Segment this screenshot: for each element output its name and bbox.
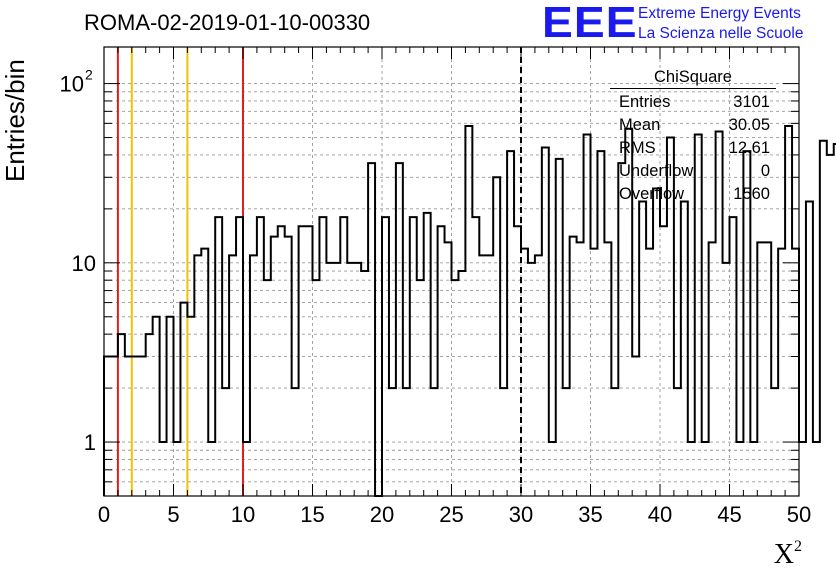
y-tick-label: 10: [60, 72, 84, 97]
x-tick-label: 45: [717, 502, 741, 527]
x-tick-label: 50: [787, 502, 811, 527]
x-tick-label: 0: [98, 502, 110, 527]
stat-row-entries: Entries 3101: [610, 89, 776, 112]
logo-line-1: Extreme Energy Events: [638, 5, 801, 22]
stat-row-overflow: Overflow 1560: [610, 181, 776, 204]
logo-mark: EEE: [542, 0, 638, 47]
logo-line-2: La Scienza nelle Scuole: [638, 25, 804, 42]
y-tick-label: 1: [84, 430, 96, 455]
y-axis-label: Entries/bin: [0, 59, 30, 182]
x-axis-label-sup: 2: [794, 538, 802, 555]
stat-value: 1560: [733, 185, 770, 203]
x-axis-label-base: X: [773, 539, 794, 570]
stat-row-underflow: Underflow 0: [610, 158, 776, 181]
histogram-series: [103, 124, 836, 497]
x-tick-label: 15: [300, 502, 324, 527]
stats-box: ChiSquare Entries 3101 Mean 30.05 RMS 12.61…: [610, 66, 776, 204]
x-tick-label: 25: [439, 502, 463, 527]
x-tick-label: 5: [167, 502, 179, 527]
stat-key: Mean: [619, 116, 661, 134]
x-tick-label: 40: [648, 502, 672, 527]
y-tick-label: 10: [72, 251, 96, 276]
stat-key: Underflow: [619, 162, 694, 180]
stats-title: ChiSquare: [610, 66, 776, 89]
stat-row-mean: Mean 30.05: [610, 112, 776, 135]
stat-key: Entries: [619, 93, 671, 111]
y-tick-label-exponent: 2: [85, 67, 93, 83]
stat-row-rms: RMS 12.61: [610, 135, 776, 158]
stat-value: 12.61: [728, 139, 770, 157]
x-tick-label: 30: [509, 502, 533, 527]
stat-value: 3101: [733, 93, 770, 111]
stat-value: 30.05: [728, 116, 770, 134]
x-tick-label: 35: [578, 502, 602, 527]
x-axis-label: X2: [774, 538, 802, 571]
x-tick-label: 20: [370, 502, 394, 527]
stat-key: RMS: [619, 139, 656, 157]
run-title: ROMA-02-2019-01-10-00330: [84, 10, 371, 35]
stat-value: 0: [760, 162, 770, 180]
stat-key: Overflow: [619, 185, 685, 203]
eee-logo: EEE Extreme Energy Events La Scienza nel…: [542, 0, 832, 47]
x-tick-label: 10: [231, 502, 255, 527]
